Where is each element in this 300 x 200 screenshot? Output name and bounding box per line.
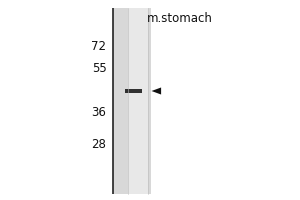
Text: 36: 36 (92, 106, 106, 118)
Bar (125, 89, 142, 93)
Text: m.stomach: m.stomach (147, 12, 213, 25)
Bar (128, 8, 148, 194)
Polygon shape (152, 87, 161, 95)
Bar (112, 8, 151, 194)
Text: 55: 55 (92, 62, 106, 75)
Text: 72: 72 (92, 40, 106, 52)
Text: 28: 28 (92, 138, 106, 150)
